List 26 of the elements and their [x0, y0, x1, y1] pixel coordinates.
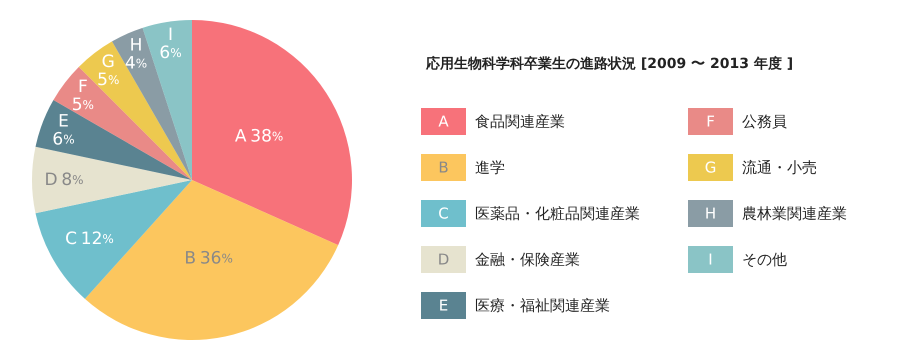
- data-label: A 38%: [234, 126, 284, 146]
- text: A: [438, 112, 450, 130]
- legend-label: 進学: [475, 158, 505, 176]
- text: G: [704, 158, 716, 176]
- text: I: [708, 250, 713, 268]
- legend-label: その他: [742, 250, 787, 268]
- text: E: [438, 296, 448, 314]
- data-label: G 5%: [97, 52, 120, 90]
- data-label: B 36%: [184, 248, 233, 268]
- legend-label: 金融・保険産業: [475, 250, 580, 268]
- text: C: [438, 204, 449, 222]
- legend-label: 医療・福祉関連産業: [475, 296, 610, 314]
- text: F: [706, 112, 715, 130]
- data-label: C 12%: [65, 229, 114, 250]
- data-label: H 4%: [124, 35, 148, 74]
- legend-label: 食品関連産業: [475, 112, 565, 130]
- text: 応用生物科学科卒業生の進路状況 [2009 〜 2013 年度 ]: [425, 55, 794, 72]
- text: D: [438, 250, 450, 268]
- legend-label: 流通・小売: [742, 158, 817, 176]
- legend-label: 公務員: [742, 112, 787, 130]
- legend-label: 医薬品・化粧品関連産業: [475, 204, 640, 222]
- text: B: [438, 158, 449, 176]
- data-label: D 8%: [44, 170, 84, 190]
- text: H: [704, 204, 716, 222]
- legend-label: 農林業関連産業: [742, 204, 847, 222]
- data-label: I 6%: [159, 25, 182, 64]
